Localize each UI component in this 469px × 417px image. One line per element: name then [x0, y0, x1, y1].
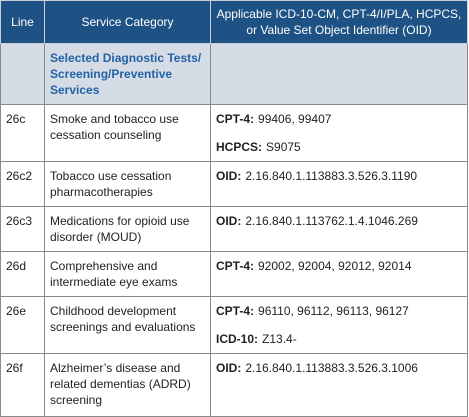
code-label: OID:	[216, 361, 242, 375]
empty-cell	[0, 43, 45, 105]
code-text: S9075	[266, 140, 301, 154]
code-text: 2.16.840.1.113883.3.526.3.1006	[245, 361, 418, 375]
table-row: 26c Smoke and tobacco use cessation couns…	[0, 104, 468, 162]
codes-cell: OID: 2.16.840.1.113883.3.526.3.1190	[210, 161, 468, 207]
header-cell: Applicable ICD-10-CM, CPT-4/I/PLA, HCPCS…	[210, 0, 468, 44]
line-cell: 26f	[0, 353, 45, 417]
code-entry: ICD-10: Z13.4-	[216, 331, 462, 347]
table-row: 26c3 Medications for opioid use disorder …	[0, 206, 468, 252]
table-row: 26e Childhood development screenings and …	[0, 296, 468, 354]
code-entry: HCPCS: S9075	[216, 139, 462, 155]
line-cell: 26c	[0, 104, 45, 162]
code-text: 99406, 99407	[258, 112, 332, 126]
table-row: 26c2 Tobacco use cessation pharmacotherap…	[0, 161, 468, 207]
header-cell: Line	[0, 0, 45, 44]
code-entry: OID: 2.16.840.1.113762.1.4.1046.269	[216, 213, 462, 229]
code-entry: OID: 2.16.840.1.113883.3.526.3.1006	[216, 360, 462, 376]
category-cell: Tobacco use cessation pharmacotherapies	[44, 161, 211, 207]
code-entry: CPT-4: 96110, 96112, 96113, 96127	[216, 303, 462, 319]
codes-cell: CPT-4: 96110, 96112, 96113, 96127 ICD-10: Z…	[210, 296, 468, 354]
category-cell: Childhood development screenings and eva…	[44, 296, 211, 354]
codes-cell: OID: 2.16.840.1.113762.1.4.1046.269	[210, 206, 468, 252]
codes-cell: CPT-4: 99406, 99407 HCPCS: S9075	[210, 104, 468, 162]
category-cell: Alzheimer’s disease and related dementia…	[44, 353, 211, 417]
code-label: ICD-10:	[216, 332, 259, 346]
table-row: 26f Alzheimer’s disease and related demen…	[0, 353, 468, 417]
code-entry: OID: 2.16.840.1.113883.3.526.3.1190	[216, 168, 462, 184]
code-text: 96110, 96112, 96113, 96127	[258, 304, 409, 318]
empty-cell	[210, 43, 468, 105]
code-label: CPT-4:	[216, 259, 255, 273]
code-label: OID:	[216, 214, 242, 228]
code-text: 2.16.840.1.113762.1.4.1046.269	[245, 214, 418, 228]
codes-cell: OID: 2.16.840.1.113883.3.526.3.1006	[210, 353, 468, 417]
line-cell: 26c2	[0, 161, 45, 207]
line-cell: 26d	[0, 251, 45, 297]
category-cell: Smoke and tobacco use cessation counseli…	[44, 104, 211, 162]
line-cell: 26c3	[0, 206, 45, 252]
code-entry: CPT-4: 99406, 99407	[216, 111, 462, 127]
table-row: 26d Comprehensive and intermediate eye ex…	[0, 251, 468, 297]
codes-cell: CPT-4: 92002, 92004, 92012, 92014	[210, 251, 468, 297]
code-label: CPT-4:	[216, 112, 255, 126]
code-label: OID:	[216, 169, 242, 183]
code-text: 2.16.840.1.113883.3.526.3.1190	[245, 169, 418, 183]
code-label: HCPCS:	[216, 140, 263, 154]
category-cell: Comprehensive and intermediate eye exams	[44, 251, 211, 297]
section-title: Selected Diagnostic Tests/ Screening/Pre…	[44, 43, 211, 105]
section-row: Selected Diagnostic Tests/ Screening/Pre…	[0, 43, 468, 105]
header-cell: Service Category	[44, 0, 211, 44]
line-cell: 26e	[0, 296, 45, 354]
code-entry: CPT-4: 92002, 92004, 92012, 92014	[216, 258, 462, 274]
code-text: 92002, 92004, 92012, 92014	[258, 259, 412, 273]
header-row: Line Service Category Applicable ICD-10-…	[0, 0, 468, 44]
code-label: CPT-4:	[216, 304, 255, 318]
category-cell: Medications for opioid use disorder (MOU…	[44, 206, 211, 252]
code-text: Z13.4-	[262, 332, 297, 346]
